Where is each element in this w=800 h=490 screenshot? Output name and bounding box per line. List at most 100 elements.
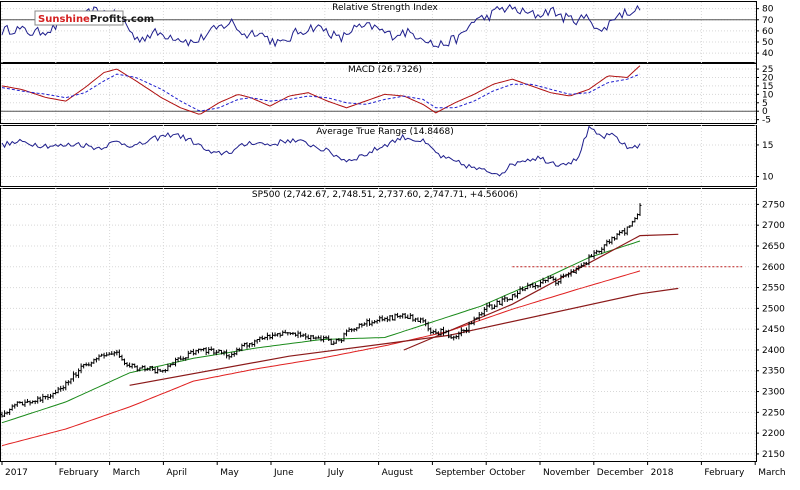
price-bar <box>403 312 407 319</box>
price-bar <box>79 363 83 374</box>
price-bar <box>301 333 305 338</box>
price-bar <box>597 250 601 254</box>
price-bar <box>130 363 134 369</box>
price-bar <box>94 357 98 363</box>
brand-logo: SunshineProfits.com <box>34 10 154 26</box>
price-bar <box>105 352 109 357</box>
price-bar <box>97 354 101 361</box>
price-bar <box>610 236 614 245</box>
price-bar <box>513 293 517 298</box>
price-bar <box>319 335 323 342</box>
price-bar <box>13 403 17 409</box>
price-bar <box>89 361 93 367</box>
price-bar <box>20 401 24 406</box>
price-bar <box>347 327 351 333</box>
price-bar <box>61 385 65 391</box>
price-bar <box>128 362 132 368</box>
y-tick-label: 2450 <box>762 325 785 335</box>
x-tick-label: December <box>597 468 644 478</box>
price-bar <box>122 358 126 366</box>
price-bar <box>516 290 520 299</box>
y-tick-label: 10 <box>762 173 774 183</box>
y-tick-label: 2700 <box>762 221 785 231</box>
price-bar <box>181 356 185 361</box>
price-bar <box>582 262 586 267</box>
price-bar <box>273 332 277 337</box>
price-bar <box>66 380 70 386</box>
price-bar <box>625 226 629 236</box>
price-bar <box>87 362 91 367</box>
price-bar <box>411 314 415 322</box>
price-bar <box>357 323 361 329</box>
price-bar <box>390 314 394 321</box>
price-bar <box>316 335 320 339</box>
x-tick-label: May <box>220 468 239 478</box>
price-bar <box>102 352 106 359</box>
price-bar <box>505 297 509 302</box>
price-bar <box>15 401 19 407</box>
price-bar <box>490 304 494 310</box>
price-bar <box>232 351 236 357</box>
price-bar <box>158 368 162 372</box>
price-bar <box>311 334 315 340</box>
price-bar <box>212 348 216 355</box>
price-bar <box>33 400 37 405</box>
price-bar <box>18 401 22 404</box>
price-bar <box>28 400 32 406</box>
price-bar <box>296 330 300 339</box>
price-bar <box>207 347 211 355</box>
price-bar <box>523 287 527 292</box>
price-bar <box>23 399 27 407</box>
y-tick-label: 50 <box>762 38 774 48</box>
price-bar <box>612 236 616 241</box>
y-tick-label: 5 <box>762 99 768 109</box>
price-bar <box>590 254 594 257</box>
price-bar <box>255 338 259 344</box>
price-bar <box>533 282 537 290</box>
price-bar <box>209 346 213 352</box>
y-tick-label: 70 <box>762 16 774 26</box>
sma50-line <box>1 240 641 424</box>
y-tick-label: 25 <box>762 65 773 75</box>
price-bar <box>373 320 377 324</box>
x-tick-label: 2017 <box>5 468 28 478</box>
price-bar <box>635 213 639 220</box>
price-bar <box>26 398 30 403</box>
brand-logo-text: SunshineProfits.com <box>38 14 154 25</box>
price-bar <box>43 395 47 400</box>
price-bar <box>495 299 499 308</box>
price-bar <box>556 280 560 286</box>
y-tick-label: 2350 <box>762 367 785 377</box>
price-bar <box>431 330 435 335</box>
price-bar <box>421 317 425 323</box>
price-bar <box>64 380 68 391</box>
x-tick-label: October <box>489 468 525 478</box>
price-bar <box>186 350 190 359</box>
atr-title: Average True Range (14.8468) <box>316 127 453 137</box>
price-bar <box>413 317 417 323</box>
price-bar <box>189 350 193 354</box>
macd-title: MACD (26.7326) <box>348 65 422 75</box>
price-bar <box>82 363 86 369</box>
price-bar <box>84 362 88 367</box>
x-tick-label: February <box>59 468 100 478</box>
y-tick-label: 20 <box>762 73 774 83</box>
price-bar <box>360 323 364 328</box>
price-bar <box>92 358 96 364</box>
price-bar <box>51 392 55 399</box>
price-bar <box>424 319 428 327</box>
price-bar <box>225 349 229 359</box>
x-tick-label: July <box>327 468 345 478</box>
price-bar <box>117 349 121 358</box>
x-tick-label: March <box>758 468 785 478</box>
price-bar <box>77 368 81 379</box>
price-bar <box>508 298 512 301</box>
price-bar <box>398 314 402 319</box>
y-tick-label: 40 <box>762 49 774 59</box>
price-bar <box>602 244 606 252</box>
price-bar <box>314 336 318 340</box>
price-bar <box>41 393 45 403</box>
price-bar <box>191 348 195 356</box>
price-bar <box>362 322 366 326</box>
price-bar <box>406 314 410 319</box>
